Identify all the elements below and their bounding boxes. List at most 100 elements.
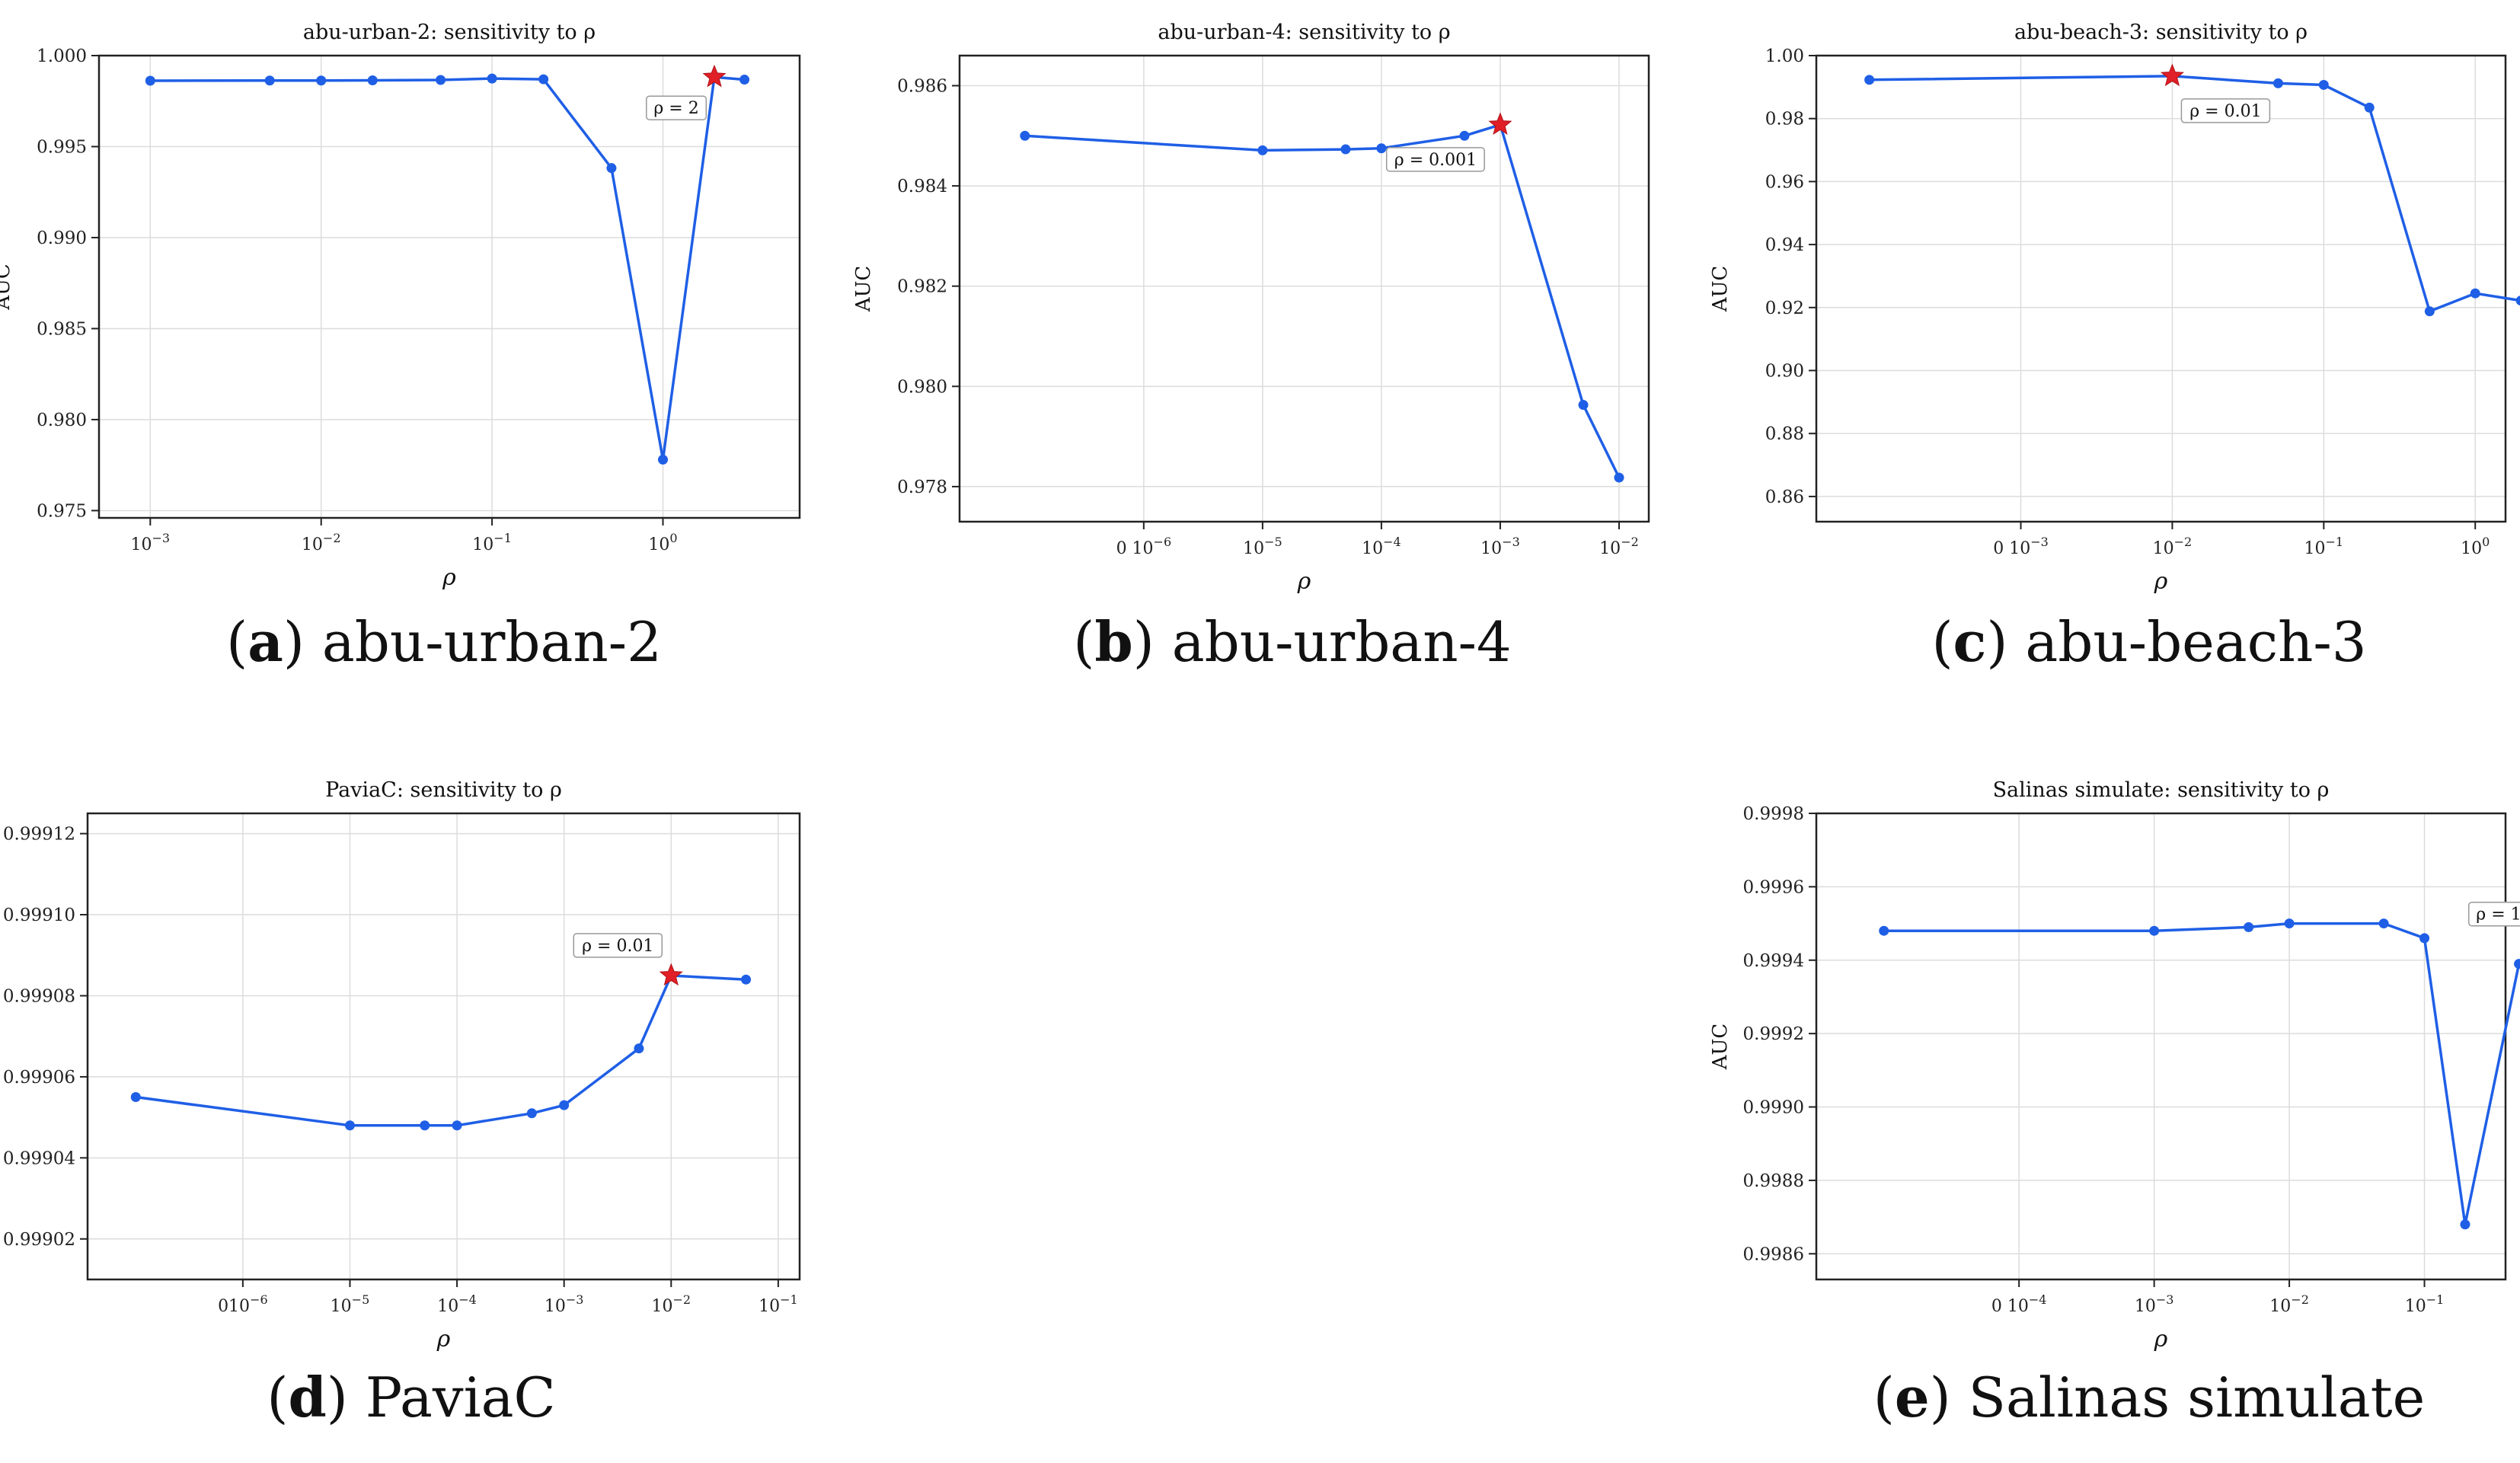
- chart-title: PaviaC: sensitivity to ρ: [325, 778, 562, 802]
- x-axis-label: ρ: [2154, 1326, 2168, 1353]
- x-tick-label: 10−3: [545, 1292, 584, 1316]
- data-point: [2424, 306, 2435, 317]
- data-point: [1257, 145, 1268, 155]
- data-point: [145, 75, 155, 86]
- chart-panel-d: 010−6 10−5 10−4 10−3 10−2 10−1 0.99902 0.99904 0…: [0, 778, 801, 1353]
- data-point: [2318, 79, 2329, 90]
- caption-text: PaviaC: [365, 1366, 556, 1429]
- y-tick-label: 0.94: [1765, 235, 1804, 255]
- best-annotation-box: [1385, 147, 1485, 172]
- y-tick-label: 0.9994: [1743, 951, 1804, 971]
- axes-frame: [1815, 812, 2507, 1281]
- best-annotation: ρ = 0.01: [582, 937, 653, 956]
- best-annotation-box: [646, 95, 707, 120]
- chart-title: abu-beach-3: sensitivity to ρ: [2014, 21, 2308, 44]
- x-tick-label: 10−2: [651, 1292, 691, 1316]
- best-star-marker: [2160, 63, 2185, 87]
- x-tick-label: 10−3: [131, 531, 171, 554]
- y-tick-label: 0.9996: [1743, 877, 1804, 897]
- subfigure-caption-a: (a) abu-urban-2: [226, 609, 662, 674]
- best-star-marker: [659, 963, 683, 986]
- x-tick-label: 10−1: [2304, 535, 2344, 558]
- data-point: [741, 974, 752, 985]
- y-axis-label: AUC: [852, 266, 875, 313]
- y-tick-label: 0.980: [37, 410, 87, 430]
- x-tick-label: 10−5: [1243, 535, 1282, 558]
- data-point: [2515, 295, 2520, 306]
- data-point: [538, 74, 549, 85]
- subfigure-caption-c: (c) abu-beach-3: [1931, 609, 2367, 674]
- x-tick-label: 0 10−3: [1993, 535, 2049, 558]
- data-point: [2419, 933, 2430, 944]
- best-annotation: ρ = 0.001: [1394, 151, 1477, 170]
- y-tick-label: 0.99906: [3, 1068, 75, 1088]
- x-tick-label: 100: [2461, 535, 2490, 558]
- x-tick-label: 10−1: [472, 531, 512, 554]
- data-point: [1879, 925, 1889, 936]
- x-tick-label: 10−2: [302, 531, 341, 554]
- y-tick-label: 0.96: [1765, 172, 1804, 192]
- y-tick-label: 0.9988: [1743, 1171, 1804, 1191]
- data-point: [2460, 1219, 2470, 1230]
- x-tick-label: 10−5: [331, 1292, 370, 1316]
- best-star-marker: [1488, 112, 1512, 136]
- x-axis-label: ρ: [436, 1326, 451, 1353]
- y-tick-label: 1.00: [1765, 46, 1804, 66]
- best-annotation: ρ = 0.01: [2189, 102, 2261, 121]
- chart-panel-e: 0 10−410−310−210−11000.99860.99880.99900…: [1709, 778, 2520, 1353]
- y-tick-label: 1.000: [37, 46, 87, 66]
- data-point: [344, 1120, 355, 1131]
- y-tick-label: 0.984: [897, 177, 947, 196]
- x-tick-label: 100: [648, 531, 677, 554]
- data-point: [1578, 400, 1589, 410]
- x-tick-label: 10−3: [1480, 535, 1520, 558]
- caption-text: abu-urban-4: [1171, 610, 1512, 674]
- chart-title: abu-urban-4: sensitivity to ρ: [1158, 21, 1450, 44]
- data-point: [264, 75, 275, 86]
- data-point: [316, 75, 327, 86]
- y-tick-label: 0.985: [37, 319, 87, 339]
- data-point: [367, 75, 378, 86]
- data-point: [487, 73, 497, 84]
- best-annotation: ρ = 1: [2476, 906, 2520, 925]
- chart-panel-a: 10−3 10−2 10−1 100 0.975 0.980 0.985 0.990 0.995…: [0, 21, 801, 591]
- series-line: [150, 75, 745, 462]
- axes-frame: [1815, 54, 2507, 523]
- data-point: [1459, 130, 1470, 141]
- series-line: [136, 974, 746, 1127]
- axes-frame: [97, 54, 801, 519]
- best-annotation-box: [2467, 901, 2520, 927]
- x-tick-label: 10−4: [437, 1292, 477, 1316]
- y-tick-label: 0.982: [897, 277, 947, 297]
- x-axis-label: ρ: [442, 564, 456, 591]
- data-point: [739, 75, 750, 85]
- data-point: [2149, 925, 2160, 936]
- x-tick-label: 10−2: [1599, 535, 1639, 558]
- caption-text: abu-beach-3: [2025, 610, 2367, 674]
- axes-frame: [86, 812, 801, 1281]
- x-tick-label: 0 10−4: [1991, 1292, 2047, 1316]
- chart-panel-c: 0 10−3 10−2 10−1 100 0.86 0.88 0.90 0.92 0.94 0.9…: [1709, 21, 2520, 595]
- subfigure-caption-b: (b) abu-urban-4: [1073, 609, 1512, 674]
- best-star-marker: [702, 64, 727, 88]
- caption-letter: d: [288, 1365, 327, 1429]
- caption-text: abu-urban-2: [321, 610, 662, 674]
- data-point: [2244, 922, 2254, 932]
- y-tick-label: 0.88: [1765, 424, 1804, 444]
- chart-title: abu-urban-2: sensitivity to ρ: [303, 21, 596, 44]
- y-tick-label: 0.92: [1765, 299, 1804, 318]
- data-point: [1864, 75, 1875, 85]
- best-annotation-box: [573, 933, 663, 958]
- y-tick-label: 0.86: [1765, 487, 1804, 507]
- y-tick-label: 0.99902: [3, 1230, 75, 1250]
- data-point: [2514, 959, 2520, 969]
- data-point: [2272, 78, 2283, 88]
- x-tick-label: 10−1: [2405, 1292, 2445, 1316]
- x-axis-label: ρ: [1297, 568, 1311, 595]
- data-point: [452, 1120, 462, 1131]
- data-point: [1376, 143, 1387, 154]
- y-tick-label: 0.9998: [1743, 804, 1804, 824]
- x-tick-label: 10−1: [759, 1292, 798, 1316]
- x-tick-label: 10−2: [2153, 535, 2193, 558]
- y-tick-label: 0.90: [1765, 362, 1804, 382]
